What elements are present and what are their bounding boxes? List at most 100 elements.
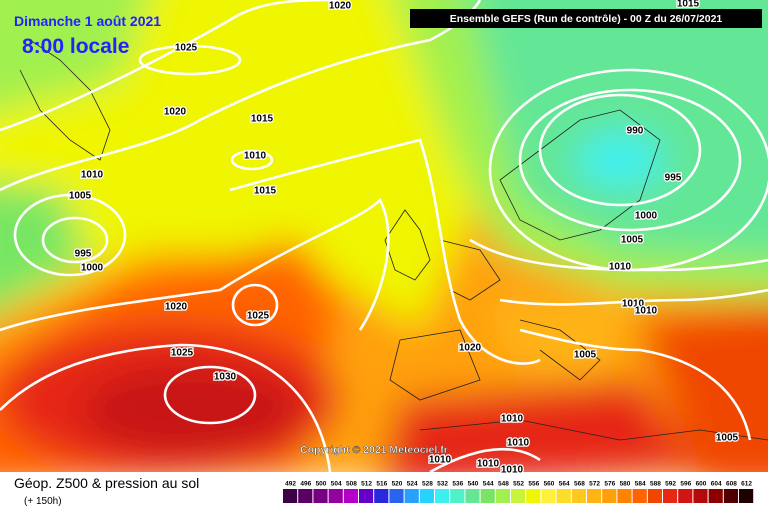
scale-label: 532	[437, 481, 448, 488]
scale-swatch	[313, 489, 328, 503]
isobar-label: 1030	[214, 372, 237, 383]
scale-label: 496	[300, 481, 311, 488]
isobar-label: 1015	[254, 186, 277, 197]
scale-label: 528	[422, 481, 433, 488]
scale-swatch	[723, 489, 738, 503]
scale-label: 536	[452, 481, 463, 488]
scale-swatch	[587, 489, 602, 503]
run-header: Ensemble GEFS (Run de contrôle) - 00 Z d…	[450, 13, 723, 25]
scale-swatch	[374, 489, 389, 503]
scale-swatch	[404, 489, 419, 503]
scale-swatch	[617, 489, 632, 503]
isobar-label: 1025	[247, 311, 270, 322]
scale-swatch	[419, 489, 434, 503]
color-scale: 492 496 500 504 508 512 516 520 524 528 532 536 540 5…	[283, 481, 754, 503]
scale-swatch	[465, 489, 480, 503]
coastlines	[19, 39, 768, 441]
scale-label: 604	[711, 481, 722, 488]
scale-label: 500	[316, 481, 327, 488]
isobar-label: 1015	[677, 0, 700, 10]
isobar-label: 1025	[175, 43, 198, 54]
isobar-label: 1020	[329, 1, 352, 12]
scale-label: 552	[513, 481, 524, 488]
scale-label: 548	[498, 481, 509, 488]
isobar-label: 1010	[622, 299, 645, 310]
scale-swatch	[343, 489, 358, 503]
scale-label: 512	[361, 481, 372, 488]
isobar-label: 995	[75, 249, 92, 260]
isobar-label: 1010	[244, 151, 267, 162]
isobar-label: 1010	[477, 459, 500, 470]
scale-swatch	[359, 489, 374, 503]
isobar-label: 1005	[621, 235, 644, 246]
isobar-label: 1010	[81, 170, 104, 181]
isobar-label: 1010	[635, 306, 658, 317]
scale-swatch	[647, 489, 662, 503]
scale-swatch	[739, 489, 754, 503]
isobar-label: 1025	[171, 348, 194, 359]
scale-swatch	[541, 489, 556, 503]
scale-swatch	[663, 489, 678, 503]
scale-swatch	[602, 489, 617, 503]
scale-swatch	[389, 489, 404, 503]
scale-label: 504	[331, 481, 342, 488]
scale-label: 492	[285, 481, 296, 488]
scale-swatch	[678, 489, 693, 503]
isobar-label: 1010	[501, 414, 524, 425]
scale-label: 608	[726, 481, 737, 488]
date: Dimanche 1 août 2021	[14, 13, 161, 29]
isobar-label: 1020	[164, 107, 187, 118]
scale-swatch	[328, 489, 343, 503]
scale-swatch	[298, 489, 313, 503]
isobar-label: 990	[627, 126, 644, 137]
footer-title: Géop. Z500 & pression au sol	[14, 475, 199, 491]
scale-swatch	[480, 489, 495, 503]
isobar-label: 1020	[459, 343, 482, 354]
isobar-label: 1010	[609, 262, 632, 273]
scale-label: 544	[483, 481, 494, 488]
scale-label: 588	[650, 481, 661, 488]
scale-label: 568	[574, 481, 585, 488]
run-header-box	[410, 9, 762, 28]
scale-label: 516	[376, 481, 387, 488]
isobar-label: 1005	[574, 350, 597, 361]
scale-swatch	[495, 489, 510, 503]
scale-swatch	[526, 489, 541, 503]
scale-label: 612	[741, 481, 752, 488]
isobar-labels: 1020 1015 1025 1020 1015 1010 1015 1010 1005 995 1…	[68, 0, 740, 477]
scale-label: 572	[589, 481, 600, 488]
geopotential-field	[0, 0, 768, 490]
scale-label: 584	[635, 481, 646, 488]
scale-swatch	[450, 489, 465, 503]
scale-swatch	[435, 489, 450, 503]
isobar-label: 1010	[507, 438, 530, 449]
scale-swatch	[556, 489, 571, 503]
scale-label: 592	[665, 481, 676, 488]
scale-label: 508	[346, 481, 357, 488]
copyright: Copyright © 2021 Meteociel.fr	[300, 444, 448, 456]
scale-label: 564	[559, 481, 570, 488]
scale-swatch	[571, 489, 586, 503]
isobar-label: 1000	[635, 211, 658, 222]
scale-swatch	[511, 489, 526, 503]
scale-label: 556	[528, 481, 539, 488]
isobar-label: 1005	[69, 191, 92, 202]
scale-label: 524	[407, 481, 418, 488]
scale-label: 596	[680, 481, 691, 488]
local-time: 8:00 locale	[22, 35, 129, 58]
isobar-label: 1020	[165, 302, 188, 313]
scale-label: 560	[544, 481, 555, 488]
scale-label: 580	[620, 481, 631, 488]
scale-swatch	[632, 489, 647, 503]
scale-swatch	[708, 489, 723, 503]
isobar-label: 1015	[251, 114, 274, 125]
isobar-label: 995	[665, 173, 682, 184]
isobar-label: 1000	[81, 263, 104, 274]
isobar-label: 1005	[716, 433, 739, 444]
scale-swatch	[693, 489, 708, 503]
scale-label: 520	[392, 481, 403, 488]
scale-label: 540	[468, 481, 479, 488]
isobar-label: 1010	[429, 455, 452, 466]
scale-swatch	[283, 489, 298, 503]
